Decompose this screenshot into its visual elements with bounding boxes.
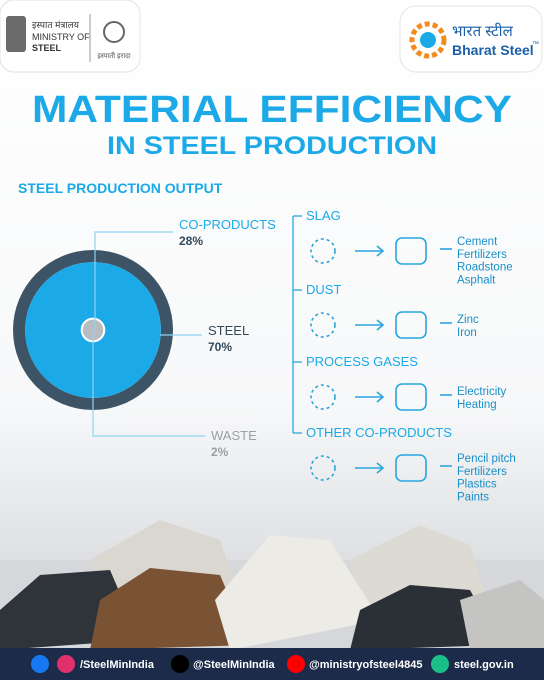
source-icon bbox=[310, 238, 336, 264]
section-heading: PROCESS GASES bbox=[306, 354, 418, 369]
output-item: Zinc bbox=[457, 314, 479, 326]
brand-core bbox=[420, 32, 436, 48]
ministry-hindi: इस्पात मंत्रालय bbox=[32, 20, 80, 30]
arrowhead bbox=[376, 462, 385, 474]
output-item: Plastics bbox=[457, 479, 497, 491]
footer-link[interactable]: @ministryofsteel4845 bbox=[309, 659, 422, 671]
footer-bar bbox=[0, 648, 544, 680]
output-item: Asphalt bbox=[457, 274, 496, 286]
emblem bbox=[6, 16, 26, 52]
brand-gear bbox=[409, 21, 447, 59]
category-label: WASTE bbox=[211, 428, 257, 443]
web-icon bbox=[431, 655, 449, 673]
connector bbox=[92, 330, 205, 437]
section-heading: DUST bbox=[306, 282, 341, 297]
arrowhead bbox=[376, 245, 385, 257]
value-label: 2% bbox=[211, 445, 229, 459]
section-heading: SLAG bbox=[306, 208, 341, 223]
brand-hindi: भारत स्टील bbox=[452, 22, 514, 40]
output-item: Paints bbox=[457, 491, 489, 503]
ring-segment bbox=[25, 262, 161, 398]
product-icon bbox=[395, 454, 427, 482]
title: MATERIAL EFFICIENCY bbox=[32, 89, 512, 131]
footer-link[interactable]: /SteelMinIndia bbox=[80, 659, 155, 671]
x-icon bbox=[171, 655, 189, 673]
ministry-box bbox=[0, 0, 141, 73]
logo bbox=[103, 21, 125, 43]
youtube-icon bbox=[287, 655, 305, 673]
source-icon bbox=[310, 312, 336, 338]
output-item: Fertilizers bbox=[457, 249, 507, 261]
product-icon bbox=[395, 237, 427, 265]
output-item: Fertilizers bbox=[457, 466, 507, 478]
brand-tm: ™ bbox=[532, 41, 539, 48]
section-heading: OTHER CO-PRODUCTS bbox=[306, 425, 452, 440]
output-item: Iron bbox=[457, 327, 477, 339]
connector bbox=[94, 231, 173, 330]
logo-text: इस्पाती इरादा bbox=[97, 51, 131, 60]
brand-name: Bharat Steel bbox=[452, 42, 534, 58]
source-icon bbox=[310, 455, 336, 481]
instagram-icon bbox=[57, 655, 75, 673]
ministry-label: STEEL bbox=[32, 43, 62, 53]
output-item: Roadstone bbox=[457, 262, 513, 274]
value-label: 28% bbox=[179, 234, 203, 248]
footer-link[interactable]: @SteelMinIndia bbox=[193, 659, 276, 671]
facebook-icon bbox=[31, 655, 49, 673]
output-item: Cement bbox=[457, 236, 498, 248]
output-item: Electricity bbox=[457, 386, 506, 398]
product-icon bbox=[395, 383, 427, 411]
ministry-label: MINISTRY OF bbox=[32, 32, 90, 42]
category-label: CO-PRODUCTS bbox=[179, 217, 276, 232]
arrowhead bbox=[376, 319, 385, 331]
output-item: Heating bbox=[457, 399, 497, 411]
category-label: STEEL bbox=[208, 323, 249, 338]
footer-link[interactable]: steel.gov.in bbox=[454, 659, 514, 671]
value-label: 70% bbox=[208, 340, 232, 354]
output-item: Pencil pitch bbox=[457, 453, 516, 465]
arrowhead bbox=[376, 391, 385, 403]
source-icon bbox=[310, 384, 336, 410]
subtitle: IN STEEL PRODUCTION bbox=[107, 132, 437, 160]
rocks-image bbox=[0, 520, 544, 650]
product-icon bbox=[395, 311, 427, 339]
chart-title: STEEL PRODUCTION OUTPUT bbox=[18, 180, 223, 196]
